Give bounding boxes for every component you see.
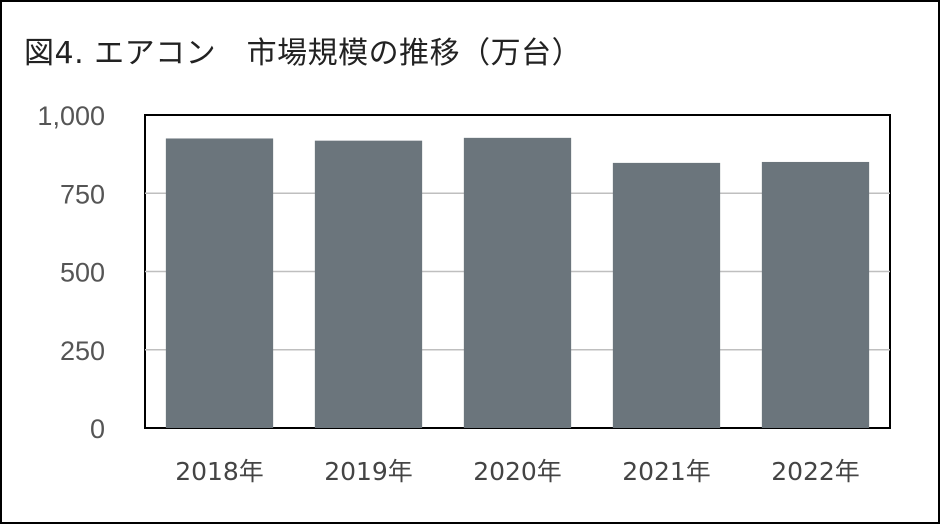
- chart-title: 図4. エアコン 市場規模の推移（万台）: [24, 36, 583, 71]
- y-tick-label: 250: [60, 336, 105, 366]
- y-tick-label: 0: [90, 414, 105, 444]
- x-tick-label: 2020年: [473, 457, 562, 486]
- y-tick-label: 1,000: [37, 101, 105, 131]
- y-tick-label: 500: [60, 258, 105, 288]
- y-tick-label: 750: [60, 179, 105, 209]
- bar: [314, 140, 423, 428]
- bar: [463, 137, 572, 428]
- bar: [165, 138, 274, 428]
- bar: [761, 161, 870, 428]
- x-tick-label: 2018年: [175, 457, 264, 486]
- x-tick-label: 2021年: [622, 457, 711, 486]
- bars: [165, 137, 870, 428]
- y-axis-ticks: 0 250 500 750 1,000: [37, 101, 105, 444]
- bar: [612, 162, 721, 428]
- x-tick-label: 2019年: [324, 457, 413, 486]
- x-tick-label: 2022年: [771, 457, 860, 486]
- x-axis-ticks: 2018年 2019年 2020年 2021年 2022年: [175, 457, 860, 486]
